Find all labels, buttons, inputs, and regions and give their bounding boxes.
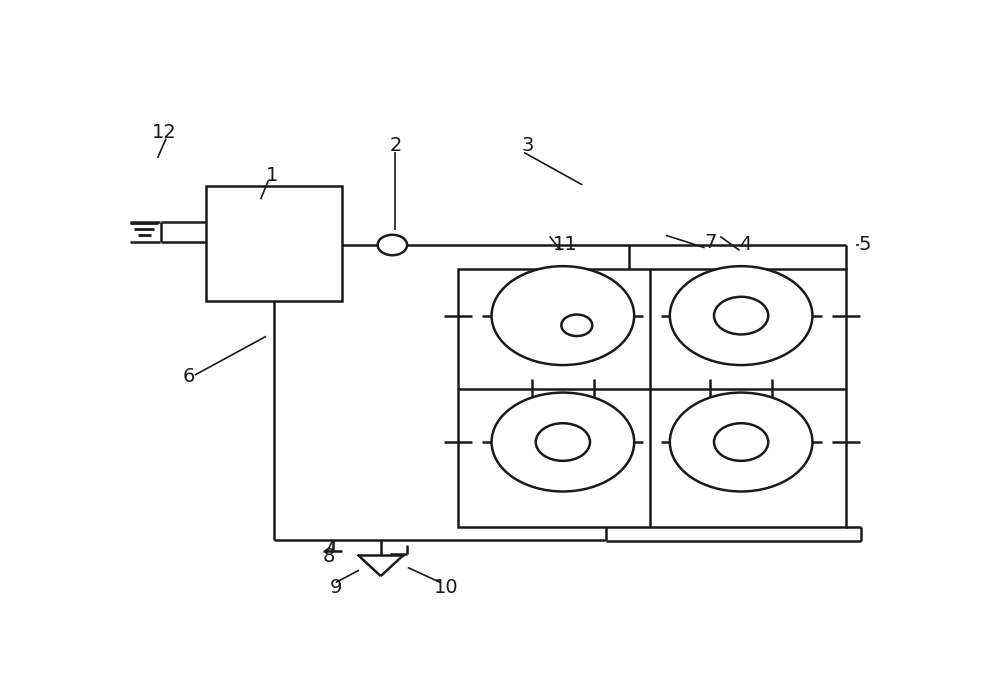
Text: 6: 6 xyxy=(182,367,195,386)
Text: 4: 4 xyxy=(739,235,751,255)
Text: 7: 7 xyxy=(704,233,716,252)
Text: 5: 5 xyxy=(859,235,871,255)
Bar xyxy=(206,186,342,302)
Text: 10: 10 xyxy=(434,579,459,597)
Circle shape xyxy=(714,423,768,461)
Text: 12: 12 xyxy=(151,123,176,142)
Circle shape xyxy=(714,297,768,334)
Bar xyxy=(458,269,846,527)
Circle shape xyxy=(492,266,634,365)
Text: 9: 9 xyxy=(330,579,342,597)
Text: 11: 11 xyxy=(553,235,578,255)
Circle shape xyxy=(561,315,592,336)
Circle shape xyxy=(492,392,634,491)
Circle shape xyxy=(378,235,407,255)
Text: 2: 2 xyxy=(390,136,402,155)
Circle shape xyxy=(670,392,812,491)
Text: 3: 3 xyxy=(522,136,534,155)
Text: 8: 8 xyxy=(323,547,335,566)
Circle shape xyxy=(536,423,590,461)
Text: 1: 1 xyxy=(266,165,278,185)
Circle shape xyxy=(670,266,812,365)
